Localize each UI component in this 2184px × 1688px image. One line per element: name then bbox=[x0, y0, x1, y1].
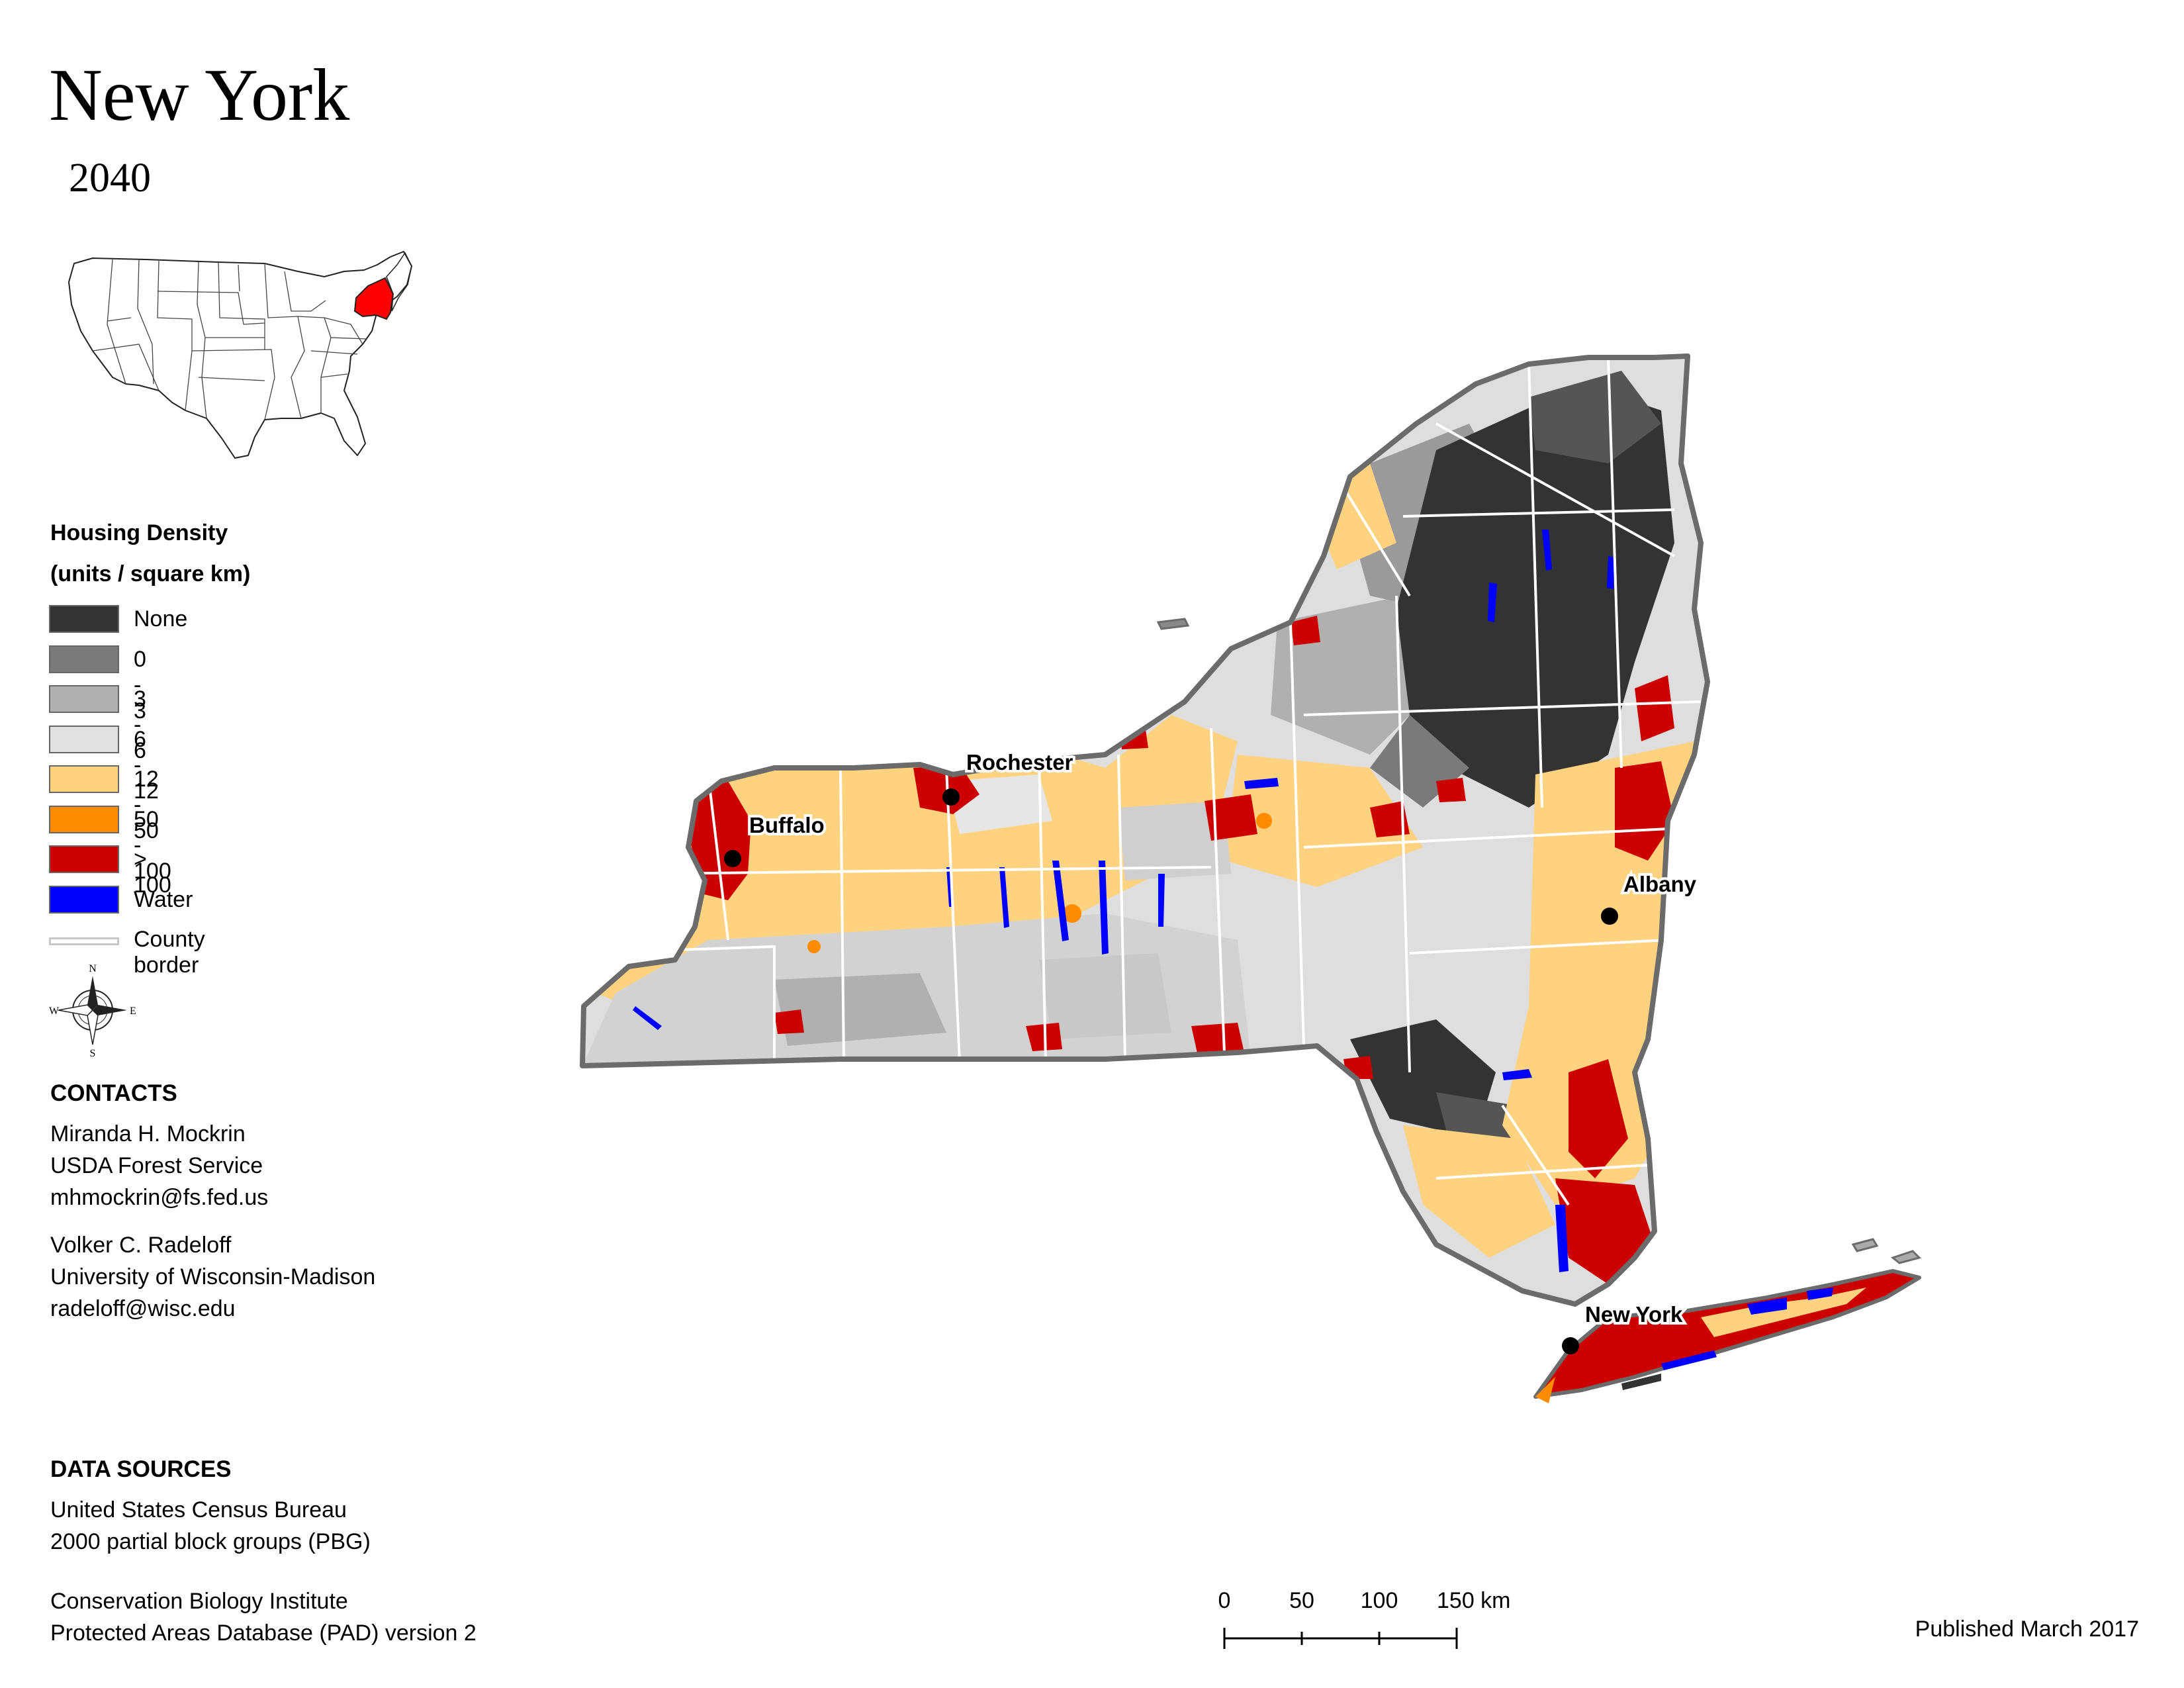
buffalo-label: Buffalo bbox=[749, 813, 825, 837]
data-source-line: Conservation Biology Institute bbox=[50, 1589, 348, 1614]
albany-urban-area bbox=[1615, 761, 1674, 861]
syracuse-urban-area bbox=[1205, 794, 1257, 841]
scale-tick-label: 100 bbox=[1361, 1588, 1398, 1613]
finger-lake bbox=[999, 867, 1009, 928]
compass-w-label: W bbox=[49, 1006, 60, 1017]
legend-label: > 100 bbox=[134, 847, 171, 898]
new-england-outline bbox=[386, 252, 412, 312]
buffalo-marker bbox=[724, 850, 741, 867]
legend-label: None bbox=[134, 606, 188, 632]
legend-label: 0 - 3 bbox=[134, 646, 146, 724]
legend-swatch bbox=[49, 937, 119, 945]
contact-email[interactable]: mhmockrin@fs.fed.us bbox=[50, 1185, 269, 1210]
utica-urban-area bbox=[1370, 801, 1410, 837]
contacts-heading: CONTACTS bbox=[50, 1080, 177, 1106]
scale-tick-label: 150 km bbox=[1437, 1588, 1511, 1613]
north-arrow-compass-icon: N S W E bbox=[49, 964, 136, 1056]
oneida-lake bbox=[1244, 778, 1279, 789]
compass-e-label: E bbox=[130, 1006, 136, 1017]
finger-lake bbox=[1052, 861, 1069, 941]
scale-bar: 0 50 100 150 km bbox=[1218, 1588, 1511, 1649]
finger-lake bbox=[1099, 861, 1109, 955]
legend-swatch bbox=[49, 725, 119, 753]
finger-lake bbox=[1158, 874, 1165, 927]
new-york-city-label: New York bbox=[1585, 1302, 1683, 1327]
scale-tick-label: 0 bbox=[1218, 1588, 1231, 1613]
contact-org: USDA Forest Service bbox=[50, 1153, 263, 1178]
us-outline bbox=[68, 251, 412, 459]
legend-swatch bbox=[49, 805, 119, 833]
published-date: Published March 2017 bbox=[1915, 1617, 2139, 1642]
rochester-label: Rochester bbox=[966, 750, 1073, 774]
albany-marker bbox=[1601, 908, 1618, 925]
data-sources-heading: DATA SOURCES bbox=[50, 1456, 232, 1482]
legend-swatch bbox=[49, 845, 119, 873]
map-subtitle-year: 2040 bbox=[69, 156, 151, 201]
data-source-line: 2000 partial block groups (PBG) bbox=[50, 1529, 371, 1554]
legend-swatch bbox=[49, 645, 119, 673]
long-island bbox=[1533, 1238, 1921, 1403]
contact-name: Miranda H. Mockrin bbox=[50, 1121, 246, 1147]
new-york-city-marker bbox=[1562, 1337, 1579, 1354]
legend-label: 3 - 6 bbox=[134, 686, 146, 763]
compass-s-label: S bbox=[90, 1048, 96, 1056]
albany-label: Albany bbox=[1623, 872, 1697, 896]
contact-org: University of Wisconsin-Madison bbox=[50, 1264, 376, 1289]
legend-title: Housing Density bbox=[50, 520, 228, 545]
data-source-line: United States Census Bureau bbox=[50, 1497, 347, 1523]
new-york-housing-density-map: Buffalo Rochester Albany New York bbox=[580, 353, 1921, 1403]
us-locator-inset-map bbox=[68, 251, 412, 459]
scale-tick-label: 50 bbox=[1289, 1588, 1314, 1613]
legend-units: (units / square km) bbox=[50, 561, 251, 586]
binghamton-urban-area bbox=[1191, 1023, 1244, 1056]
legend-label: Water bbox=[134, 886, 193, 912]
chautauqua-lake bbox=[633, 1006, 662, 1030]
map-title: New York bbox=[49, 54, 350, 136]
new-york-state-highlight bbox=[353, 277, 394, 320]
county-borders bbox=[582, 357, 1702, 1206]
legend-label: 6 - 12 bbox=[134, 726, 159, 804]
rochester-marker bbox=[942, 788, 960, 806]
legend-swatch bbox=[49, 765, 119, 793]
contact-email[interactable]: radeloff@wisc.edu bbox=[50, 1296, 236, 1321]
data-source-line: Protected Areas Database (PAD) version 2 bbox=[50, 1620, 477, 1646]
compass-n-label: N bbox=[89, 964, 97, 974]
legend-label: County border bbox=[134, 927, 205, 978]
contact-name: Volker C. Radeloff bbox=[50, 1233, 232, 1258]
legend-swatch bbox=[49, 885, 119, 914]
legend-label: 50 - 100 bbox=[134, 806, 171, 884]
legend-swatch bbox=[49, 685, 119, 713]
legend-label: 12 - 50 bbox=[134, 767, 159, 843]
legend-swatch bbox=[49, 605, 119, 633]
